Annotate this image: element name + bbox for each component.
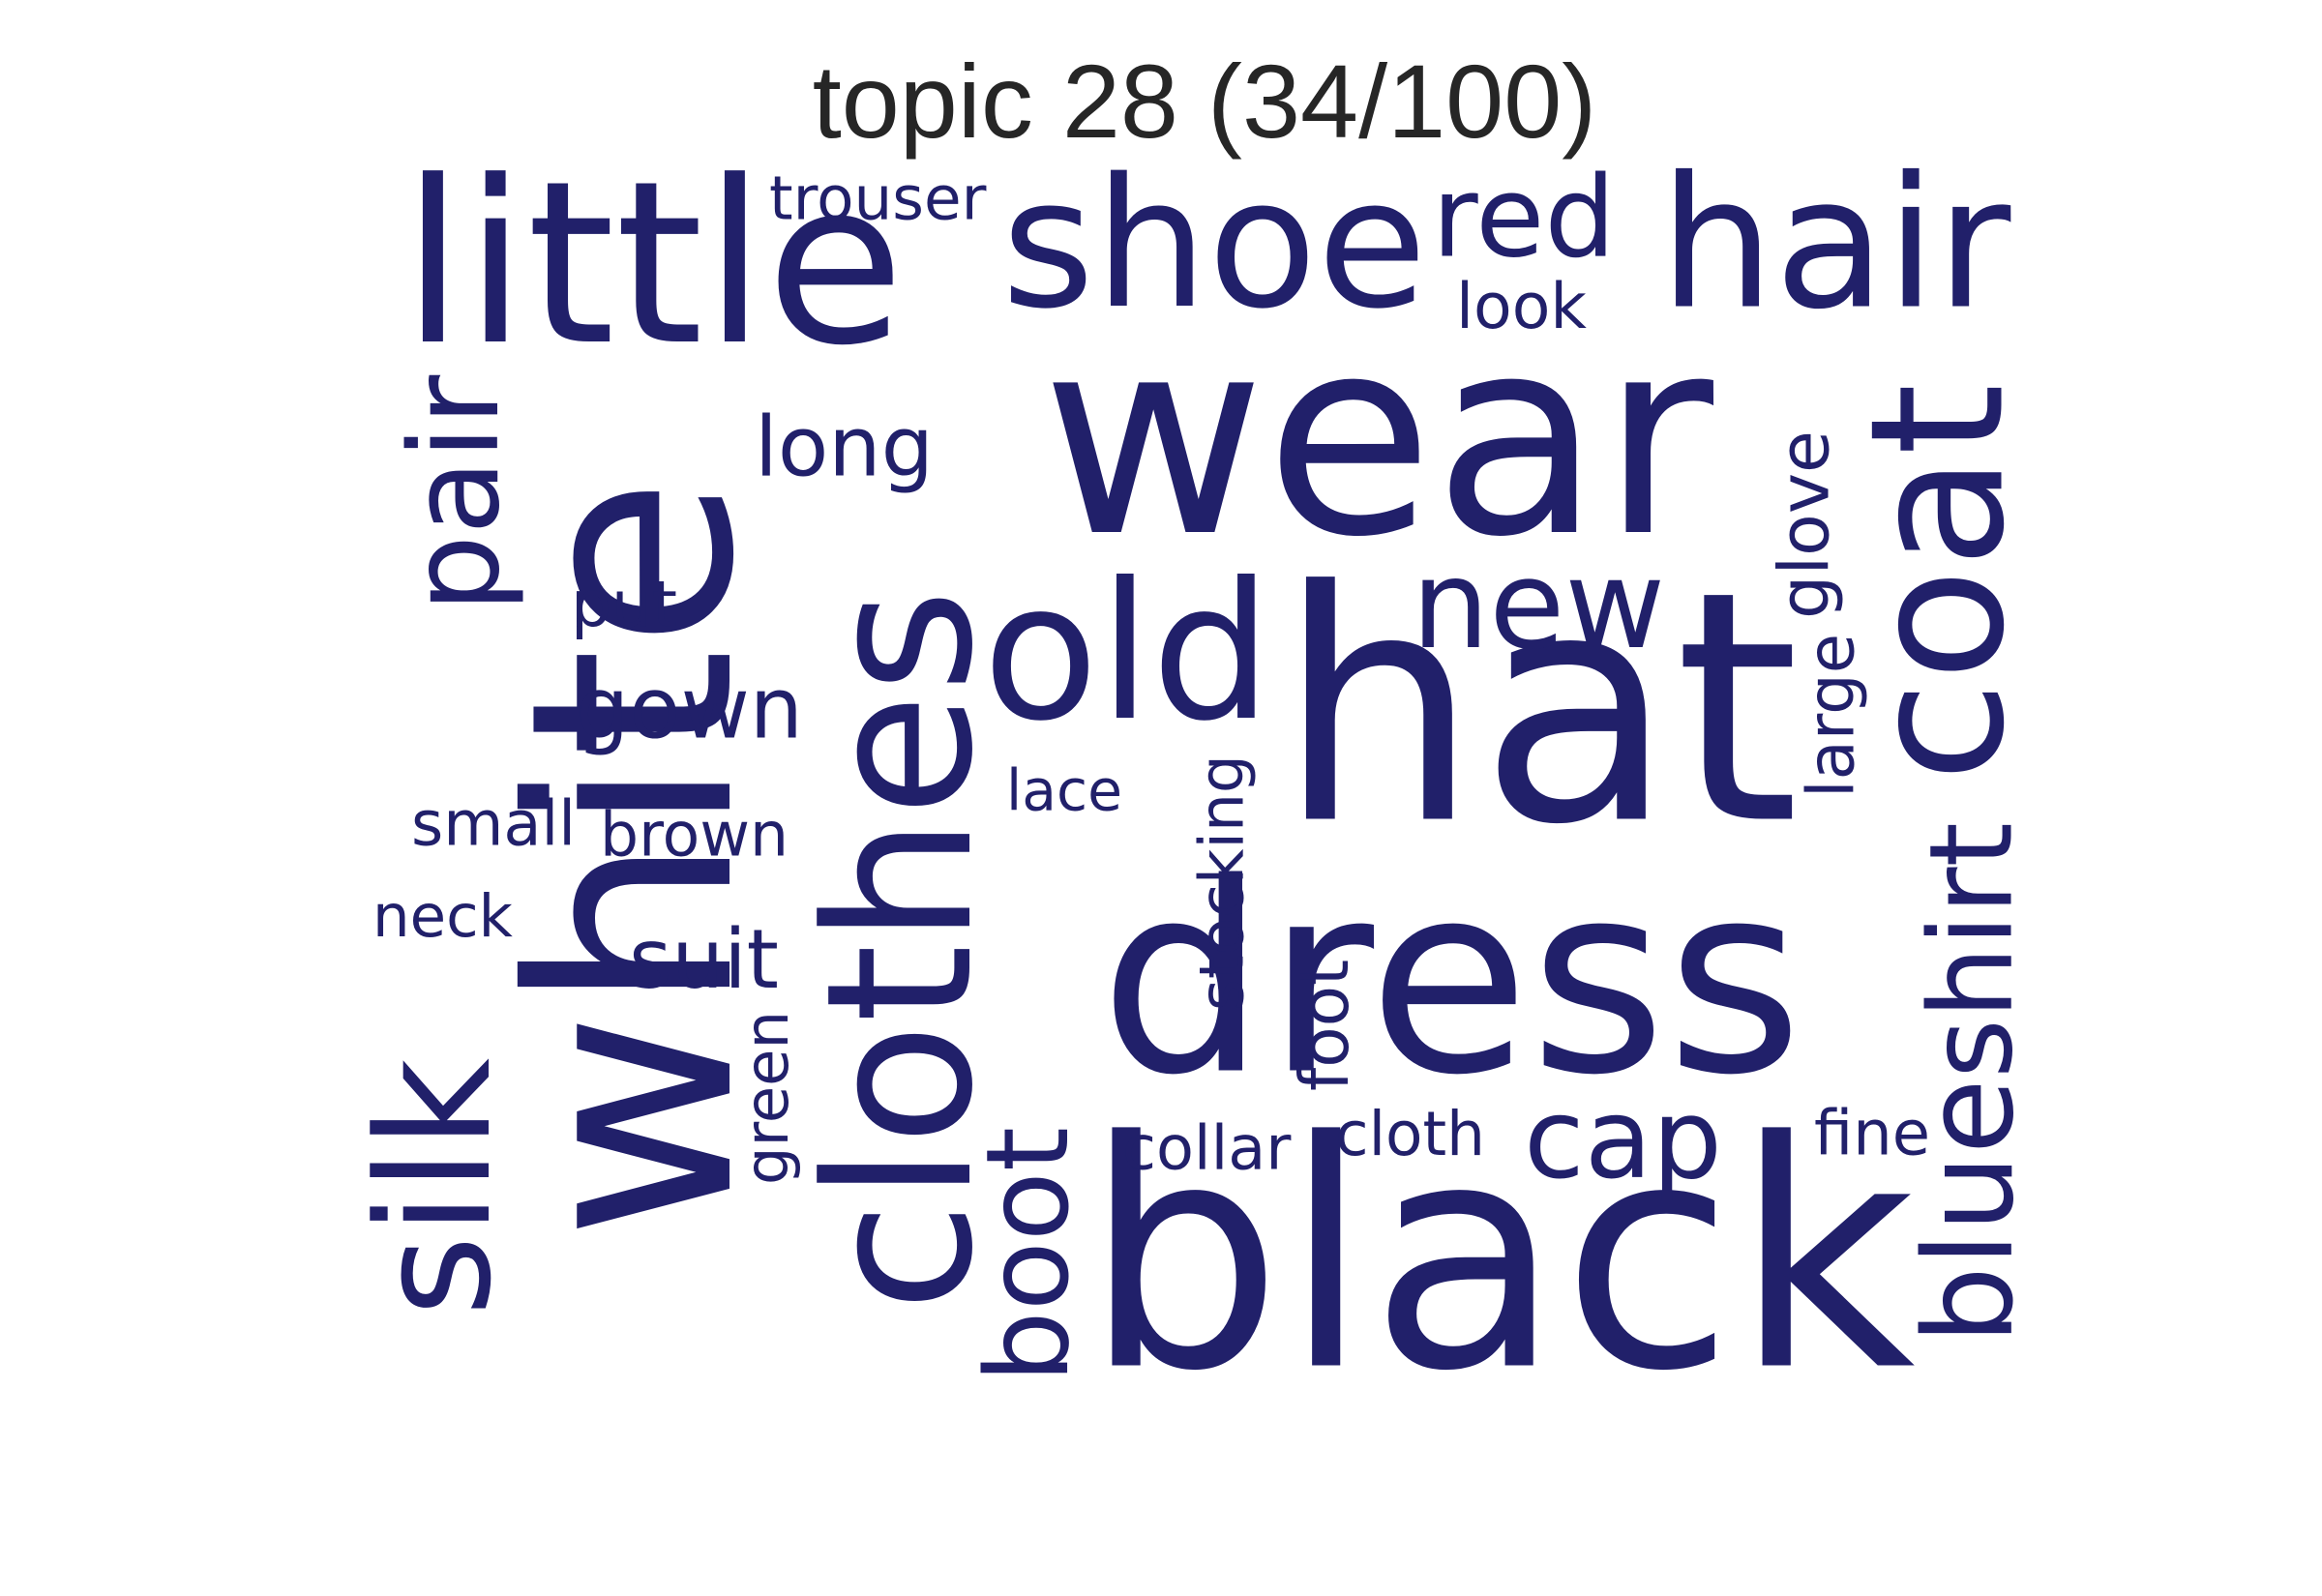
word-small: small <box>411 789 576 861</box>
word-red: red <box>1432 153 1616 283</box>
word-put: put <box>571 568 677 642</box>
word-cloth: cloth <box>1335 1099 1485 1169</box>
word-dress: dress <box>1100 827 1803 1133</box>
word-suit: suit <box>629 912 779 1008</box>
word-pair: pair <box>383 374 526 613</box>
word-black: black <box>1084 1076 1916 1440</box>
word-glove: glove <box>1765 430 1845 619</box>
word-little: little <box>402 133 905 395</box>
word-stocking: stocking <box>1186 754 1258 1011</box>
word-long: long <box>755 399 934 496</box>
word-new: new <box>1412 533 1665 676</box>
word-green: green <box>731 1011 802 1185</box>
word-fine: fine <box>1814 1099 1930 1170</box>
word-clothes: clothes <box>783 589 1017 1313</box>
word-white: white <box>471 477 796 1240</box>
word-coat: coat <box>1831 383 2045 782</box>
word-lace: lace <box>1006 758 1122 824</box>
word-boot: boot <box>962 1127 1094 1383</box>
word-large: large <box>1794 634 1869 798</box>
word-trouser: trouser <box>769 163 987 234</box>
word-foot: foot <box>1287 960 1364 1091</box>
word-silk: silk <box>344 1057 526 1316</box>
word-shoe: shoe <box>1001 140 1427 348</box>
word-wear: wear <box>1041 279 1716 597</box>
chart-title: topic 28 (34/100) <box>813 43 1597 160</box>
word-hair: hair <box>1659 139 2011 350</box>
word-hat: hat <box>1277 523 1800 895</box>
word-old: old <box>983 543 1272 763</box>
word-gown: gown <box>576 660 803 758</box>
word-collar: collar <box>1122 1113 1292 1185</box>
word-blue: blue <box>1897 1079 2040 1344</box>
word-neck: neck <box>372 882 514 951</box>
word-brown: brown <box>600 799 789 871</box>
word-cap: cap <box>1524 1075 1722 1203</box>
word-shirt: shirt <box>1905 822 2039 1079</box>
word-look: look <box>1456 271 1587 343</box>
